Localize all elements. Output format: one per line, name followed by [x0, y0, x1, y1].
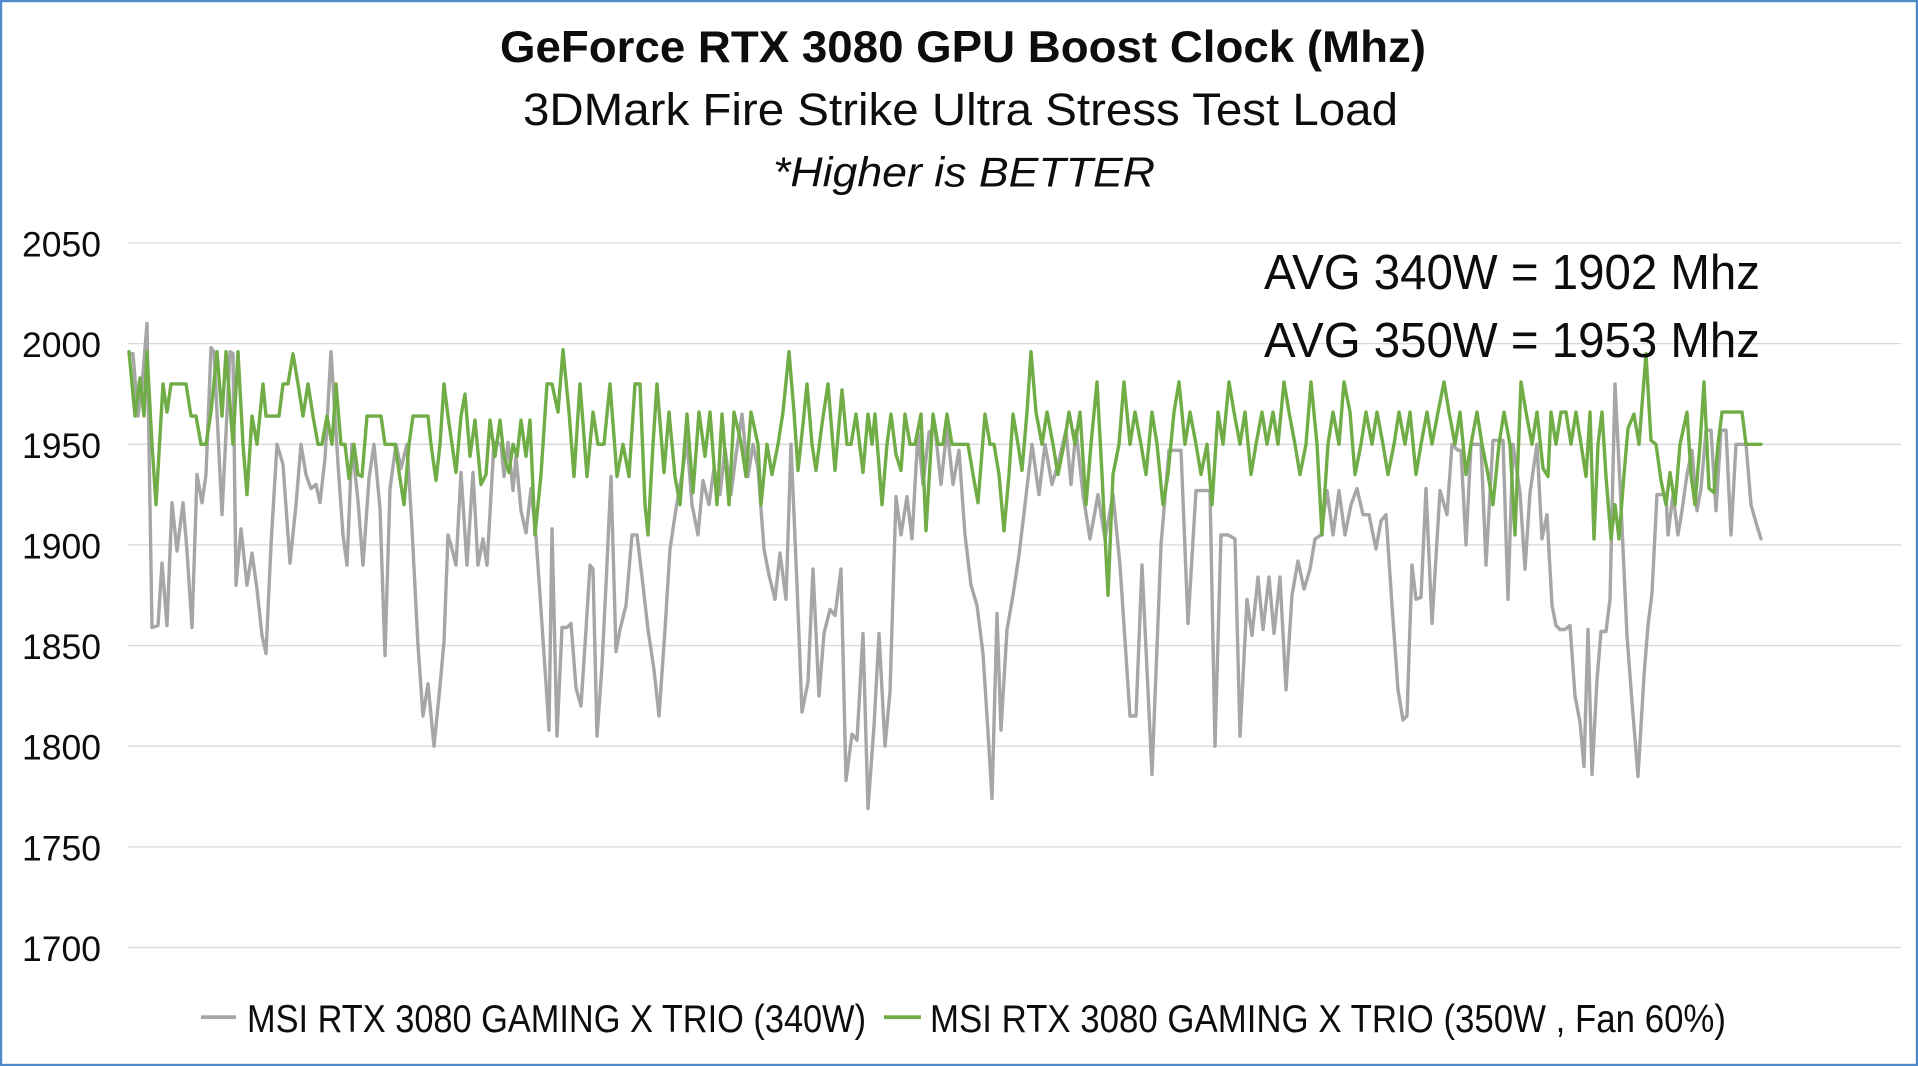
svg-text:1850: 1850	[22, 627, 101, 667]
svg-text:1900: 1900	[22, 526, 101, 566]
svg-text:2000: 2000	[22, 325, 101, 365]
svg-text:*Higher is BETTER: *Higher is BETTER	[773, 149, 1155, 196]
svg-text:GeForce RTX 3080 GPU Boost Clo: GeForce RTX 3080 GPU Boost Clock (Mhz)	[500, 23, 1426, 72]
svg-text:1800: 1800	[22, 728, 101, 768]
svg-text:MSI RTX 3080 GAMING X TRIO (34: MSI RTX 3080 GAMING X TRIO (340W)	[247, 998, 866, 1041]
svg-text:1950: 1950	[22, 426, 101, 466]
svg-text:AVG 340W = 1902 Mhz: AVG 340W = 1902 Mhz	[1264, 245, 1760, 300]
svg-text:3DMark Fire Strike Ultra Stres: 3DMark Fire Strike Ultra Stress Test Loa…	[523, 84, 1398, 135]
svg-text:2050: 2050	[22, 225, 101, 265]
svg-text:1700: 1700	[22, 929, 101, 969]
svg-text:MSI RTX 3080 GAMING X TRIO (35: MSI RTX 3080 GAMING X TRIO (350W , Fan 6…	[930, 998, 1726, 1041]
svg-text:AVG 350W = 1953 Mhz: AVG 350W = 1953 Mhz	[1264, 313, 1760, 368]
svg-text:1750: 1750	[22, 828, 101, 868]
